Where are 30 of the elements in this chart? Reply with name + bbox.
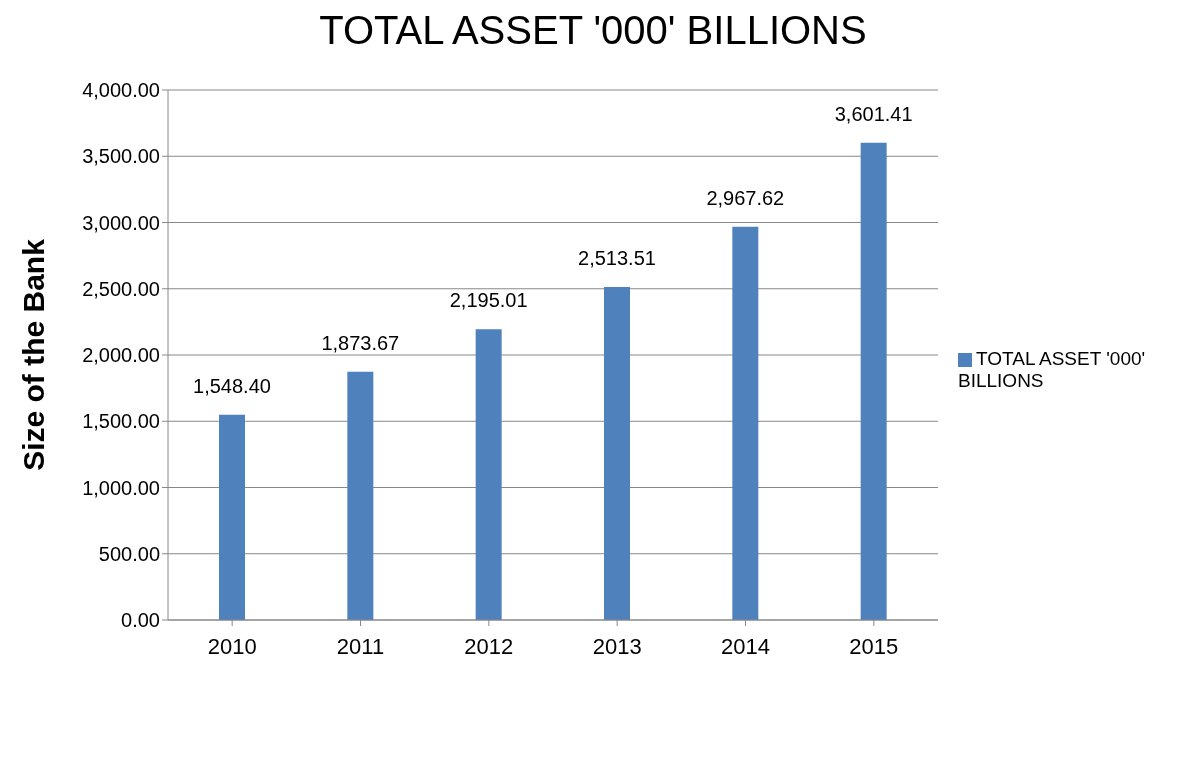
data-label: 1,548.40 — [193, 374, 271, 397]
bar — [475, 329, 502, 620]
x-tick-label: 2014 — [721, 633, 770, 659]
y-tick-label: 4,000.00 — [82, 79, 160, 102]
data-label: 2,967.62 — [706, 186, 785, 209]
y-tick-label: 3,000.00 — [82, 211, 160, 234]
y-tick-label: 1,000.00 — [82, 476, 160, 499]
y-tick-label: 1,500.00 — [82, 410, 160, 433]
chart-title: TOTAL ASSET '000' BILLIONS — [318, 8, 868, 54]
bar — [219, 414, 245, 620]
y-axis-title: Size of the Bank — [16, 238, 50, 471]
legend-label: TOTAL ASSET '000' BILLIONS — [958, 348, 1146, 391]
y-tick-label: 3,500.00 — [82, 145, 160, 168]
bar — [604, 286, 630, 620]
x-tick-label: 2010 — [207, 633, 257, 659]
y-tick-label: 500.00 — [98, 542, 160, 565]
bar — [732, 226, 759, 620]
data-label: 2,195.01 — [449, 289, 528, 312]
data-label: 1,873.67 — [321, 331, 400, 354]
x-tick-label: 2015 — [849, 633, 899, 659]
y-tick-label: 0.00 — [121, 609, 160, 632]
y-tick-label: 2,000.00 — [82, 344, 160, 367]
x-tick-label: 2012 — [464, 633, 514, 659]
data-label: 3,601.41 — [834, 102, 913, 125]
y-tick-label: 2,500.00 — [82, 277, 160, 300]
bar — [347, 371, 374, 620]
bar — [860, 142, 887, 620]
x-tick-label: 2013 — [592, 633, 642, 659]
data-label: 2,513.51 — [578, 246, 656, 269]
x-tick-label: 2011 — [336, 633, 385, 659]
